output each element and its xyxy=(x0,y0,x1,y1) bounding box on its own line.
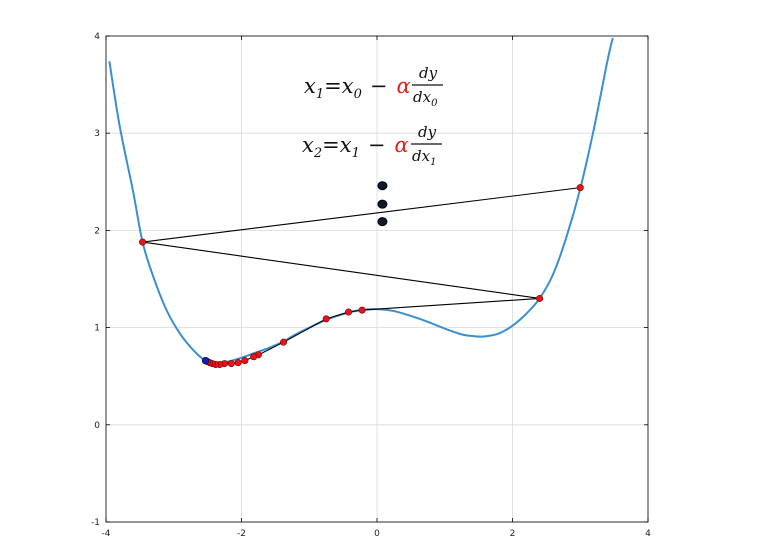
eq2-rhs-sub: 1 xyxy=(352,146,360,161)
eq1-rhs-var: x xyxy=(342,74,354,98)
eq2-denominator-sub: 1 xyxy=(430,157,436,168)
y-tick-label: 1 xyxy=(94,324,100,334)
y-tick-label: -1 xyxy=(91,518,100,528)
iterate-point xyxy=(139,238,147,246)
x-tick-label: 4 xyxy=(645,529,651,539)
eq2-alpha: α xyxy=(394,133,408,157)
iterate-point xyxy=(250,353,258,361)
eq1-equals: = xyxy=(324,74,342,98)
eq2-minus: − xyxy=(368,133,386,157)
final-point xyxy=(201,356,210,365)
eq2-equals: = xyxy=(322,133,340,157)
descent-path xyxy=(142,187,581,366)
iterate-point xyxy=(358,306,366,314)
svg-text:x1=x0−α: x1=x0− α xyxy=(304,74,411,102)
iterate-points-layer xyxy=(139,184,584,369)
y-tick-label: 3 xyxy=(94,129,100,139)
update-equation-1: x1=x0− α dy dx0 xyxy=(304,64,443,109)
iterate-point xyxy=(536,294,544,302)
eq1-numerator: dy xyxy=(419,64,438,82)
axis-ticks: -4 -2 0 2 4 -1 0 1 2 3 4 xyxy=(91,32,651,539)
iterate-point xyxy=(241,357,249,365)
eq2-lhs-var: x xyxy=(302,133,314,157)
ellipsis-dot xyxy=(377,199,388,209)
y-tick-label: 4 xyxy=(94,32,100,42)
iterate-point xyxy=(227,360,235,368)
eq1-lhs-sub: 1 xyxy=(316,87,324,102)
x-tick-label: -2 xyxy=(237,529,246,539)
iterate-point xyxy=(576,184,584,192)
ellipsis-dot xyxy=(377,181,388,191)
eq1-alpha: α xyxy=(396,74,410,98)
eq2-numerator: dy xyxy=(418,123,437,141)
x-tick-label: 2 xyxy=(510,529,516,539)
ellipsis-dots xyxy=(377,181,388,227)
iterate-point xyxy=(322,315,330,323)
x-tick-label: 0 xyxy=(374,529,380,539)
iterate-point xyxy=(234,359,242,367)
ellipsis-dot xyxy=(377,217,388,227)
x-tick-label: -4 xyxy=(102,529,111,539)
iterate-point xyxy=(280,338,288,346)
svg-text:x2=x1−α: x2=x1− α xyxy=(302,133,409,161)
eq1-rhs-sub: 0 xyxy=(354,87,362,102)
y-tick-label: 2 xyxy=(94,226,100,236)
eq1-minus: − xyxy=(370,74,388,98)
update-equation-2: x2=x1− α dy dx1 xyxy=(302,123,442,168)
iterate-point xyxy=(345,308,353,316)
eq1-denominator-sub: 0 xyxy=(431,98,438,109)
eq1-denominator-var: dx xyxy=(413,88,432,106)
eq2-rhs-var: x xyxy=(340,133,352,157)
svg-text:dx1: dx1 xyxy=(412,147,436,168)
grid-lines xyxy=(105,35,649,523)
eq2-lhs-sub: 2 xyxy=(313,146,322,161)
eq1-lhs-var: x xyxy=(304,74,316,98)
eq2-denominator-var: dx xyxy=(412,147,431,165)
descent-path-layer xyxy=(142,187,581,366)
y-tick-label: 0 xyxy=(94,421,100,431)
svg-text:dx0: dx0 xyxy=(413,88,438,109)
